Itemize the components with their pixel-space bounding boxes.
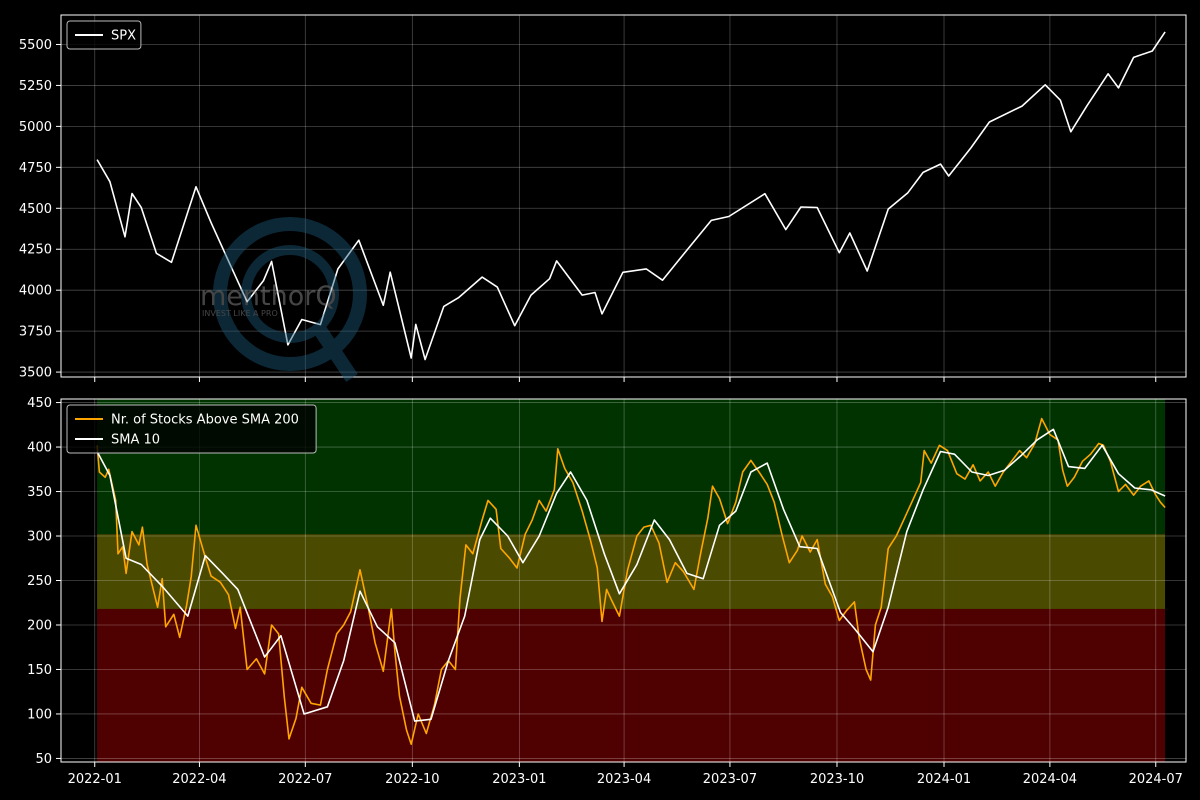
spx-axes-frame — [60, 14, 1187, 378]
breadth-panel: 2022-01 2022-04 2022-07 2022-10 2023-01 2023-… — [27, 396, 1187, 787]
y-tick-label: 3500 — [19, 366, 52, 381]
legend-label: SMA 10 — [111, 433, 160, 448]
y-tick-label: 4250 — [19, 243, 52, 258]
y-tick-label: 250 — [27, 574, 52, 589]
legend-label: Nr. of Stocks Above SMA 200 — [111, 413, 299, 428]
x-tick-label: 2022-01 — [68, 772, 122, 787]
legend-box — [66, 20, 142, 50]
spx-y-ticks: 3500 3750 4000 4250 4500 4750 5000 5250 5500 — [19, 38, 61, 381]
series-line-1 — [96, 428, 1166, 722]
spx-x-ticks — [94, 377, 1157, 382]
zone-band-2 — [97, 608, 1166, 762]
breadth-series — [96, 417, 1166, 745]
spx-panel: 3500 3750 4000 4250 4500 4750 5000 5250 5500 SPX — [19, 14, 1187, 382]
y-tick-label: 400 — [27, 441, 52, 456]
y-tick-label: 4500 — [19, 202, 52, 217]
y-tick-label: 3750 — [19, 325, 52, 340]
breadth-grid — [61, 399, 1186, 762]
y-tick-label: 100 — [27, 707, 52, 722]
watermark-ring-outer — [213, 217, 367, 371]
x-tick-label: 2022-07 — [278, 772, 332, 787]
y-tick-label: 5000 — [19, 120, 52, 135]
x-tick-label: 2023-10 — [810, 772, 864, 787]
spx-grid — [61, 15, 1186, 377]
x-tick-label: 2024-04 — [1023, 772, 1077, 787]
y-tick-label: 350 — [27, 485, 52, 500]
legend-label: SPX — [111, 29, 136, 44]
legend-box — [66, 404, 317, 454]
y-tick-label: 300 — [27, 530, 52, 545]
watermark-ring-inner — [241, 245, 339, 343]
series-line-0 — [96, 31, 1166, 361]
y-tick-label: 5250 — [19, 79, 52, 94]
watermark-ring-tail — [314, 326, 358, 382]
y-tick-label: 4750 — [19, 161, 52, 176]
breadth-legend: Nr. of Stocks Above SMA 200 SMA 10 — [66, 404, 317, 454]
y-tick-label: 4000 — [19, 284, 52, 299]
watermark-tagline: INVEST LIKE A PRO — [202, 309, 278, 318]
y-tick-label: 5500 — [19, 38, 52, 53]
breadth-x-ticks: 2022-01 2022-04 2022-07 2022-10 2023-01 2023-… — [68, 762, 1183, 787]
x-tick-label: 2023-07 — [703, 772, 757, 787]
x-tick-label: 2022-04 — [172, 772, 226, 787]
spx-legend: SPX — [66, 20, 142, 50]
zone-band-1 — [97, 534, 1166, 609]
y-tick-label: 450 — [27, 396, 52, 411]
spx-series — [96, 31, 1166, 361]
y-tick-label: 200 — [27, 618, 52, 633]
breadth-y-ticks: 50 100 150 200 250 300 350 400 450 — [27, 396, 61, 767]
menthorq-watermark: menthorQ INVEST LIKE A PRO — [200, 217, 367, 382]
watermark-text: menthorQ — [200, 281, 337, 312]
y-tick-label: 50 — [35, 752, 52, 767]
x-tick-label: 2024-01 — [917, 772, 971, 787]
x-tick-label: 2024-07 — [1129, 772, 1183, 787]
x-tick-label: 2022-10 — [385, 772, 439, 787]
x-tick-label: 2023-04 — [597, 772, 651, 787]
series-line-0 — [96, 417, 1166, 745]
x-tick-label: 2023-01 — [492, 772, 546, 787]
y-tick-label: 150 — [27, 663, 52, 678]
